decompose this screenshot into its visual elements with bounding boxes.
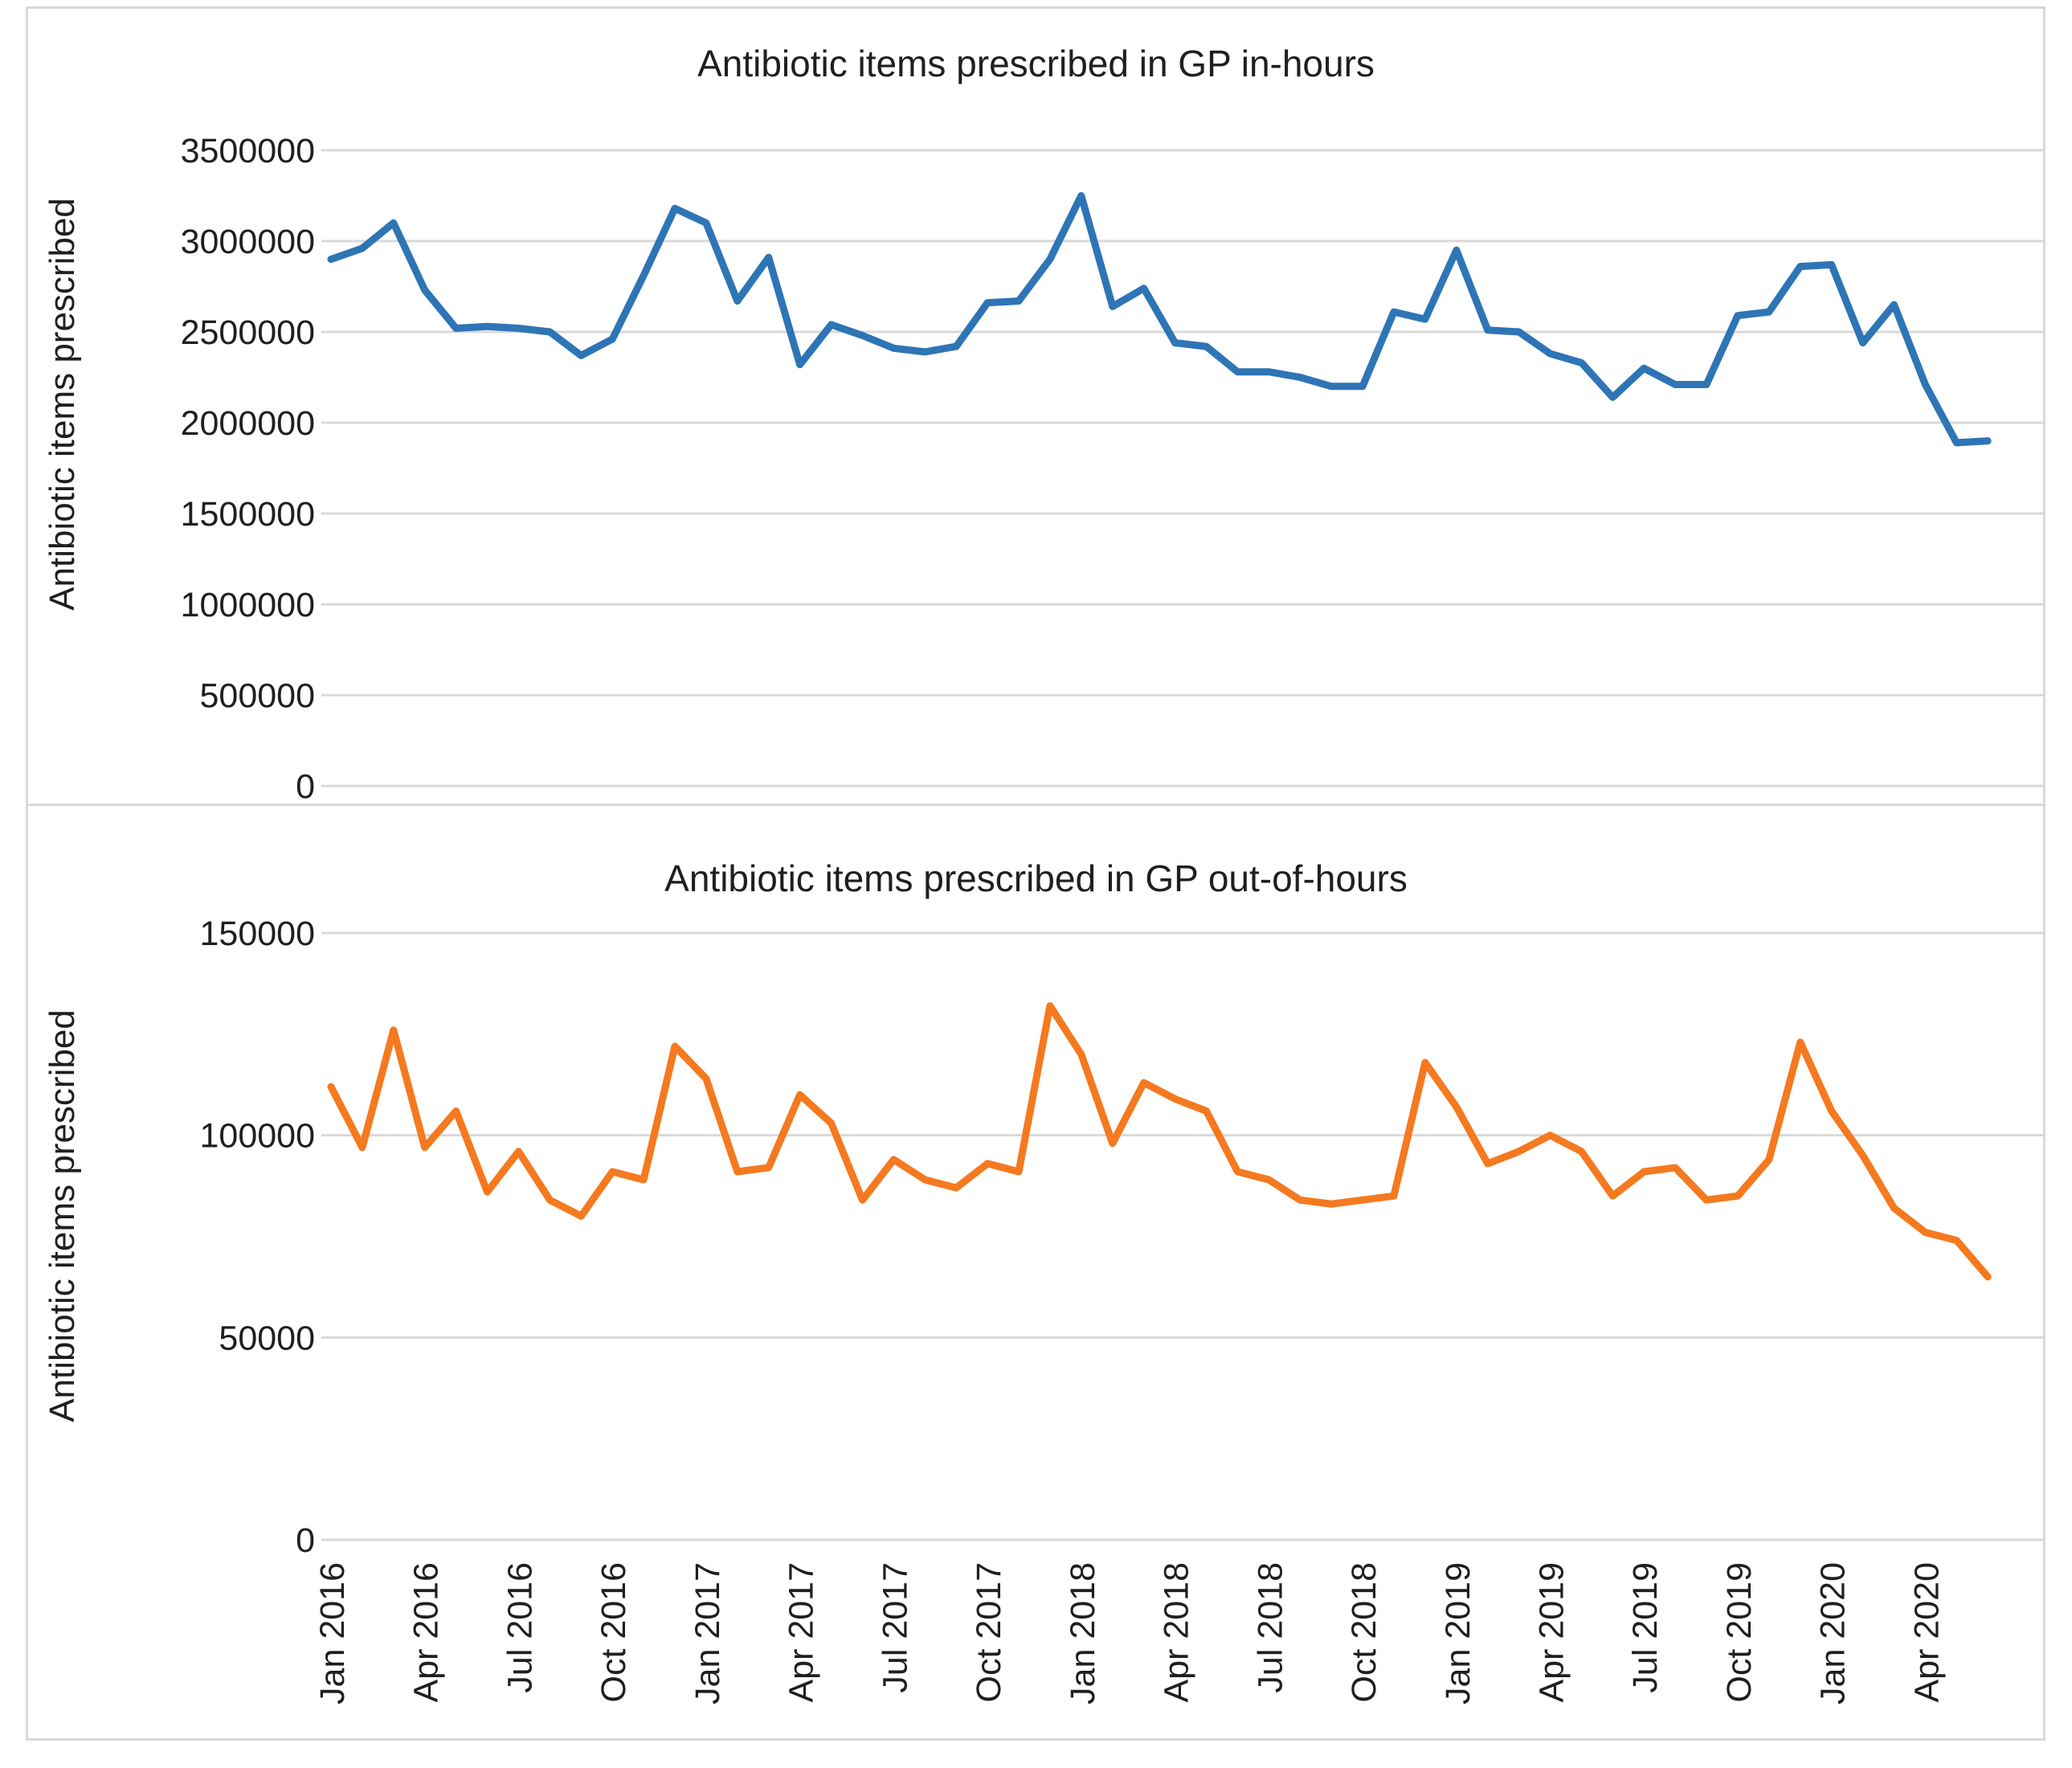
y-tick-label-in-hours: 1000000 [181,586,315,624]
series-line-in-hours [327,192,1992,447]
x-tick-label: Jul 2018 [1251,1562,1289,1693]
y-tick-label-out-of-hours: 0 [296,1521,315,1560]
x-tick-label: Jan 2016 [313,1562,352,1705]
x-tick-label: Oct 2016 [595,1562,633,1703]
y-tick-label-in-hours: 2000000 [181,404,315,443]
x-tick-label: Jan 2017 [689,1562,727,1705]
y-tick-label-out-of-hours: 100000 [200,1117,316,1156]
x-tick-label: Jul 2016 [501,1562,539,1693]
y-tick-label-in-hours: 500000 [200,677,316,715]
series-line-out-of-hours [327,1002,1992,1281]
x-tick-label: Apr 2016 [407,1562,446,1703]
y-tick-label-in-hours: 2500000 [181,313,315,352]
y-tick-label-in-hours: 0 [296,767,315,806]
y-tick-label-in-hours: 3500000 [181,132,315,170]
x-tick-label: Jan 2020 [1814,1562,1853,1705]
chart-title-out-of-hours: Antibiotic items prescribed in GP out-of… [664,857,1408,899]
y-tick-label-in-hours: 3000000 [181,223,315,261]
x-tick-label: Jul 2017 [876,1562,914,1693]
x-tick-label: Jan 2018 [1064,1562,1102,1705]
x-tick-label: Jan 2019 [1439,1562,1477,1705]
x-tick-label: Apr 2017 [783,1562,821,1703]
x-tick-label: Oct 2018 [1345,1562,1383,1703]
x-tick-label: Oct 2019 [1720,1562,1759,1703]
y-tick-label-out-of-hours: 150000 [200,915,316,953]
chart-title-in-hours: Antibiotic items prescribed in GP in-hou… [697,43,1375,84]
x-tick-label: Oct 2017 [970,1562,1008,1703]
y-tick-label-in-hours: 1500000 [181,495,315,534]
figure-border [26,6,2045,1741]
x-tick-label: Apr 2019 [1532,1562,1571,1703]
panel-divider [26,804,2045,806]
x-tick-label: Jul 2019 [1626,1562,1665,1693]
x-tick-label: Apr 2018 [1158,1562,1196,1703]
y-tick-label-out-of-hours: 50000 [219,1319,315,1357]
x-tick-label: Apr 2020 [1907,1562,1946,1703]
